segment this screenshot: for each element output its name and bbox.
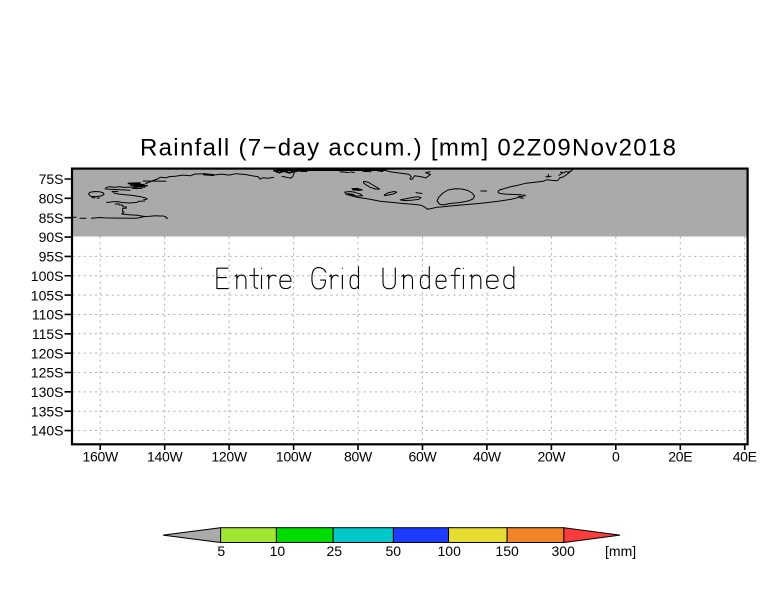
svg-text:80S: 80S (39, 191, 64, 207)
svg-text:130S: 130S (31, 384, 64, 400)
svg-text:50: 50 (386, 543, 402, 559)
svg-text:20E: 20E (668, 449, 692, 465)
svg-text:150: 150 (495, 543, 519, 559)
svg-text:135S: 135S (31, 403, 64, 419)
svg-text:75S: 75S (39, 171, 64, 187)
svg-text:105S: 105S (31, 287, 64, 303)
svg-text:95S: 95S (39, 249, 64, 265)
svg-text:140W: 140W (147, 449, 183, 465)
svg-text:5: 5 (217, 543, 225, 559)
svg-text:0: 0 (612, 449, 620, 465)
svg-text:125S: 125S (31, 365, 64, 381)
svg-text:120S: 120S (31, 345, 64, 361)
svg-text:115S: 115S (32, 326, 64, 342)
svg-text:85S: 85S (39, 210, 64, 226)
svg-text:60W: 60W (409, 449, 438, 465)
svg-text:100W: 100W (276, 449, 312, 465)
svg-text:100S: 100S (31, 268, 64, 284)
svg-text:160W: 160W (83, 449, 119, 465)
svg-text:[mm]: [mm] (605, 543, 636, 559)
svg-text:80W: 80W (344, 449, 373, 465)
svg-text:90S: 90S (39, 229, 64, 245)
svg-text:Rainfall (7−day accum.) [mm] 0: Rainfall (7−day accum.) [mm] 02Z09Nov201… (140, 135, 677, 162)
svg-text:20W: 20W (537, 449, 566, 465)
svg-text:300: 300 (552, 543, 576, 559)
svg-text:40W: 40W (473, 449, 502, 465)
svg-text:25: 25 (327, 543, 343, 559)
svg-text:40E: 40E (733, 449, 757, 465)
svg-text:110S: 110S (32, 307, 64, 323)
svg-text:10: 10 (270, 543, 286, 559)
svg-text:140S: 140S (31, 423, 64, 439)
svg-text:100: 100 (438, 543, 462, 559)
svg-text:120W: 120W (211, 449, 247, 465)
